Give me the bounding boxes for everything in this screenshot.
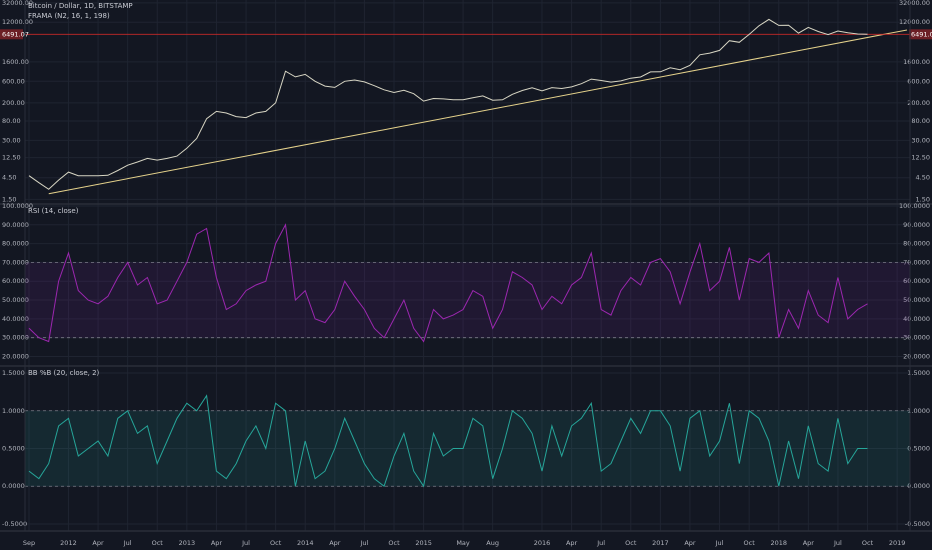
x-tick-label: 2014 (297, 539, 314, 547)
y-tick-label: 100.0000 (2, 202, 33, 210)
y-tick-label: 60.0000 (2, 277, 29, 285)
y-tick-label: 1.5000 (907, 369, 930, 377)
y-tick-label: 12.50 (2, 154, 21, 162)
y-tick-label: 1.5000 (2, 369, 25, 377)
y-tick-label: 32000.00 (2, 0, 33, 7)
y-tick-label: 0.5000 (907, 445, 930, 453)
band (25, 410, 910, 487)
x-tick-label: Oct (270, 539, 282, 547)
x-tick-label: Apr (211, 539, 223, 547)
y-tick-label: 1.0000 (2, 407, 25, 415)
x-tick-label: Jul (359, 539, 368, 547)
y-tick-label: 50.0000 (903, 296, 930, 304)
series-line (28, 18, 868, 190)
x-tick-label: 2016 (534, 539, 551, 547)
x-tick-label: 2018 (770, 539, 787, 547)
y-tick-label: 1600.00 (903, 58, 930, 66)
last-price-label: 6491.07 (911, 30, 932, 38)
last-price-box (0, 29, 23, 40)
y-tick-label: 80.0000 (903, 240, 930, 248)
y-tick-label: 30.0000 (903, 334, 930, 342)
y-tick-label: 600.00 (907, 77, 930, 85)
x-tick-label: 2013 (179, 539, 196, 547)
y-tick-label: 70.0000 (903, 258, 930, 266)
x-tick-label: Jul (241, 539, 250, 547)
y-tick-label: 12.50 (911, 154, 930, 162)
y-tick-label: 60.0000 (903, 277, 930, 285)
x-tick-label: Oct (388, 539, 400, 547)
x-tick-label: Jul (715, 539, 724, 547)
x-tick-label: 2015 (415, 539, 432, 547)
x-tick-label: Oct (744, 539, 756, 547)
y-tick-label: 30.0000 (2, 334, 29, 342)
y-tick-label: 4.50 (2, 174, 16, 182)
y-tick-label: 70.0000 (2, 258, 29, 266)
x-tick-label: Oct (862, 539, 874, 547)
y-tick-label: 600.00 (2, 77, 25, 85)
y-tick-label: 1.50 (2, 195, 16, 203)
x-tick-label: Apr (92, 539, 104, 547)
pane-title: RSI (14, close) (28, 207, 79, 215)
last-price-box (909, 29, 932, 40)
x-tick-label: Apr (803, 539, 815, 547)
y-tick-label: 80.0000 (2, 240, 29, 248)
y-tick-label: -0.5000 (905, 520, 930, 528)
pane-title: BB %B (20, close, 2) (28, 369, 100, 377)
x-tick-label: Apr (684, 539, 696, 547)
y-tick-label: 90.0000 (903, 221, 930, 229)
y-tick-label: 1.50 (916, 195, 930, 203)
y-tick-label: 0.0000 (907, 482, 930, 490)
y-tick-label: 50.0000 (2, 296, 29, 304)
y-tick-label: 0.0000 (2, 482, 25, 490)
x-tick-label: Jul (833, 539, 842, 547)
last-price-label: 6491.07 (2, 30, 29, 38)
x-tick-label: Sep (23, 539, 35, 547)
series-line (28, 394, 868, 488)
x-tick-label: Apr (329, 539, 341, 547)
pane-subtitle: FRAMA (N2, 16, 1, 198) (28, 12, 110, 20)
y-tick-label: 30.00 (2, 136, 21, 144)
y-tick-label: 32000.00 (899, 0, 930, 7)
y-tick-label: 20.0000 (2, 353, 29, 361)
x-tick-label: Oct (152, 539, 164, 547)
y-tick-label: 40.0000 (903, 315, 930, 323)
pane-title: Bitcoin / Dollar, 1D, BITSTAMP (28, 2, 133, 10)
series-line (28, 223, 868, 343)
x-tick-label: Apr (566, 539, 578, 547)
y-tick-label: 40.0000 (2, 315, 29, 323)
y-tick-label: 12000.00 (899, 18, 930, 26)
x-tick-label: Jul (596, 539, 605, 547)
y-tick-label: 200.00 (907, 99, 930, 107)
y-tick-label: 200.00 (2, 99, 25, 107)
y-tick-label: 80.00 (911, 117, 930, 125)
y-tick-label: 20.0000 (903, 353, 930, 361)
y-tick-label: 0.5000 (2, 445, 25, 453)
y-tick-label: 90.0000 (2, 221, 29, 229)
x-tick-label: Oct (625, 539, 637, 547)
y-tick-label: -0.5000 (2, 520, 27, 528)
x-tick-label: Jul (123, 539, 132, 547)
trendline (48, 29, 908, 195)
y-tick-label: 80.00 (2, 117, 21, 125)
x-tick-label: May (456, 539, 470, 547)
x-tick-label: 2019 (889, 539, 906, 547)
y-tick-label: 100.0000 (899, 202, 930, 210)
x-tick-label: 2017 (652, 539, 669, 547)
y-tick-label: 30.00 (911, 136, 930, 144)
y-tick-label: 1.0000 (907, 407, 930, 415)
x-tick-label: Aug (486, 539, 499, 547)
y-tick-label: 4.50 (916, 174, 930, 182)
y-tick-label: 1600.00 (2, 58, 29, 66)
y-tick-label: 12000.00 (2, 18, 33, 26)
x-tick-label: 2012 (60, 539, 77, 547)
